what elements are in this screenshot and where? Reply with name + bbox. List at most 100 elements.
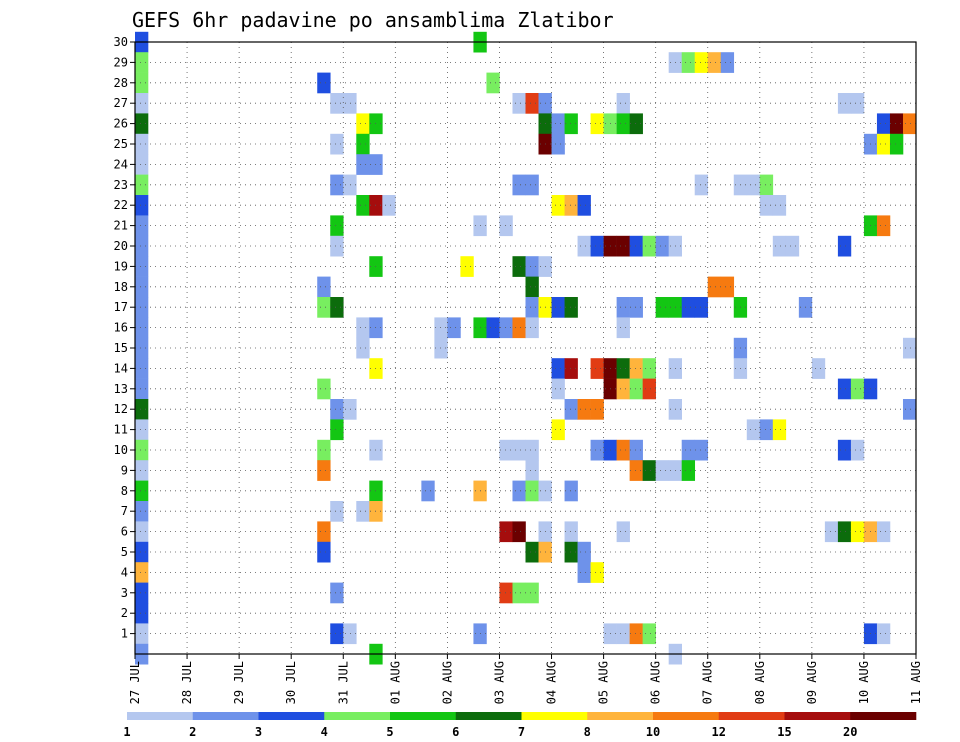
y-tick-label: 4 [121,565,128,579]
heatmap-cell [135,521,149,543]
heatmap-cell [681,439,696,461]
heatmap-cell [135,337,149,359]
heatmap-cell [135,215,149,237]
heatmap-cell [135,297,149,318]
heatmap-cell [772,419,787,441]
x-tick-label: 01 AUG [388,661,402,704]
heatmap-cell [356,195,370,216]
heatmap-cell [356,154,370,175]
heatmap-cell [590,399,604,420]
heatmap-cell [681,460,696,481]
heatmap-cell [629,235,643,257]
colorbar-label: 6 [452,725,459,739]
heatmap-cell [330,501,344,522]
heatmap-cell [564,521,578,543]
y-tick-label: 19 [114,259,128,273]
heatmap-cell [616,378,630,400]
heatmap-cell [642,378,656,400]
x-tick-label: 29 JUL [232,661,246,704]
heatmap-cell [889,133,904,155]
colorbar-swatch [784,712,851,720]
heatmap-cell [512,480,526,502]
colorbar-swatch [390,712,457,720]
heatmap-cell [135,501,149,522]
heatmap-cell [629,113,643,135]
heatmap-cell [525,480,539,502]
heatmap-cell [317,297,331,318]
heatmap-cell [876,133,891,155]
heatmap-cell [135,541,149,563]
heatmap-cell [616,358,630,379]
y-tick-label: 23 [114,178,128,192]
colorbar-label: 12 [712,725,726,739]
heatmap-cell [564,541,578,563]
heatmap-cell [694,439,709,461]
colorbar-label: 1 [123,725,130,739]
heatmap-cell [564,195,578,216]
y-tick-label: 10 [114,443,128,457]
x-tick-label: 06 AUG [649,661,663,704]
heatmap-cell [356,133,370,155]
heatmap-cell [837,439,852,461]
heatmap-cell [525,460,539,481]
heatmap-cell [902,113,917,135]
heatmap-cell [616,521,630,543]
heatmap-cell [356,113,370,135]
heatmap-cell [356,337,370,359]
heatmap-cell [317,541,331,563]
heatmap-cell [681,297,696,318]
heatmap-cell [642,623,656,645]
heatmap-cell [486,72,500,94]
y-tick-label: 25 [114,137,128,151]
heatmap-cell [317,460,331,481]
x-tick-label: 11 AUG [909,661,923,704]
heatmap-cell [759,419,774,441]
x-tick-label: 04 AUG [545,661,559,704]
heatmap-cell [135,603,149,624]
heatmap-cell [330,399,344,420]
heatmap-cell [525,317,539,339]
heatmap-cell [551,419,565,441]
heatmap-cell [356,501,370,522]
heatmap-cell [876,113,891,135]
heatmap-cell [876,623,891,645]
heatmap-cell [330,133,344,155]
heatmap-cells [135,31,917,665]
heatmap-cell [707,52,722,73]
heatmap-cell [837,93,852,114]
heatmap-cell [850,521,865,543]
heatmap-cell [460,256,474,277]
y-tick-label: 5 [121,545,128,559]
colorbar-label: 5 [386,725,393,739]
heatmap-cell [551,297,565,318]
heatmap-cell [135,276,149,298]
heatmap-cell [707,276,722,298]
heatmap-cell [499,317,513,339]
heatmap-cell [694,174,709,196]
y-tick-label: 2 [121,606,128,620]
heatmap-cell [577,195,591,216]
heatmap-cell [746,419,761,441]
y-tick-label: 18 [114,280,128,294]
heatmap-cell [629,297,643,318]
heatmap-cell [135,235,149,257]
heatmap-cell [135,378,149,400]
heatmap-cell [317,72,331,94]
heatmap-cell [512,317,526,339]
heatmap-cell [577,399,591,420]
heatmap-cell [421,480,435,502]
y-tick-label: 21 [114,219,128,233]
heatmap-cell [759,174,774,196]
heatmap-cell [135,480,149,502]
heatmap-cell [499,582,513,604]
heatmap-cell [317,378,331,400]
heatmap-cell [135,133,149,155]
heatmap-cell [135,174,149,196]
heatmap-cell [629,358,643,379]
heatmap-cell [499,215,513,237]
heatmap-cell [330,297,344,318]
heatmap-cell [590,439,604,461]
heatmap-cell [720,276,735,298]
heatmap-cell [486,317,500,339]
heatmap-cell [317,439,331,461]
